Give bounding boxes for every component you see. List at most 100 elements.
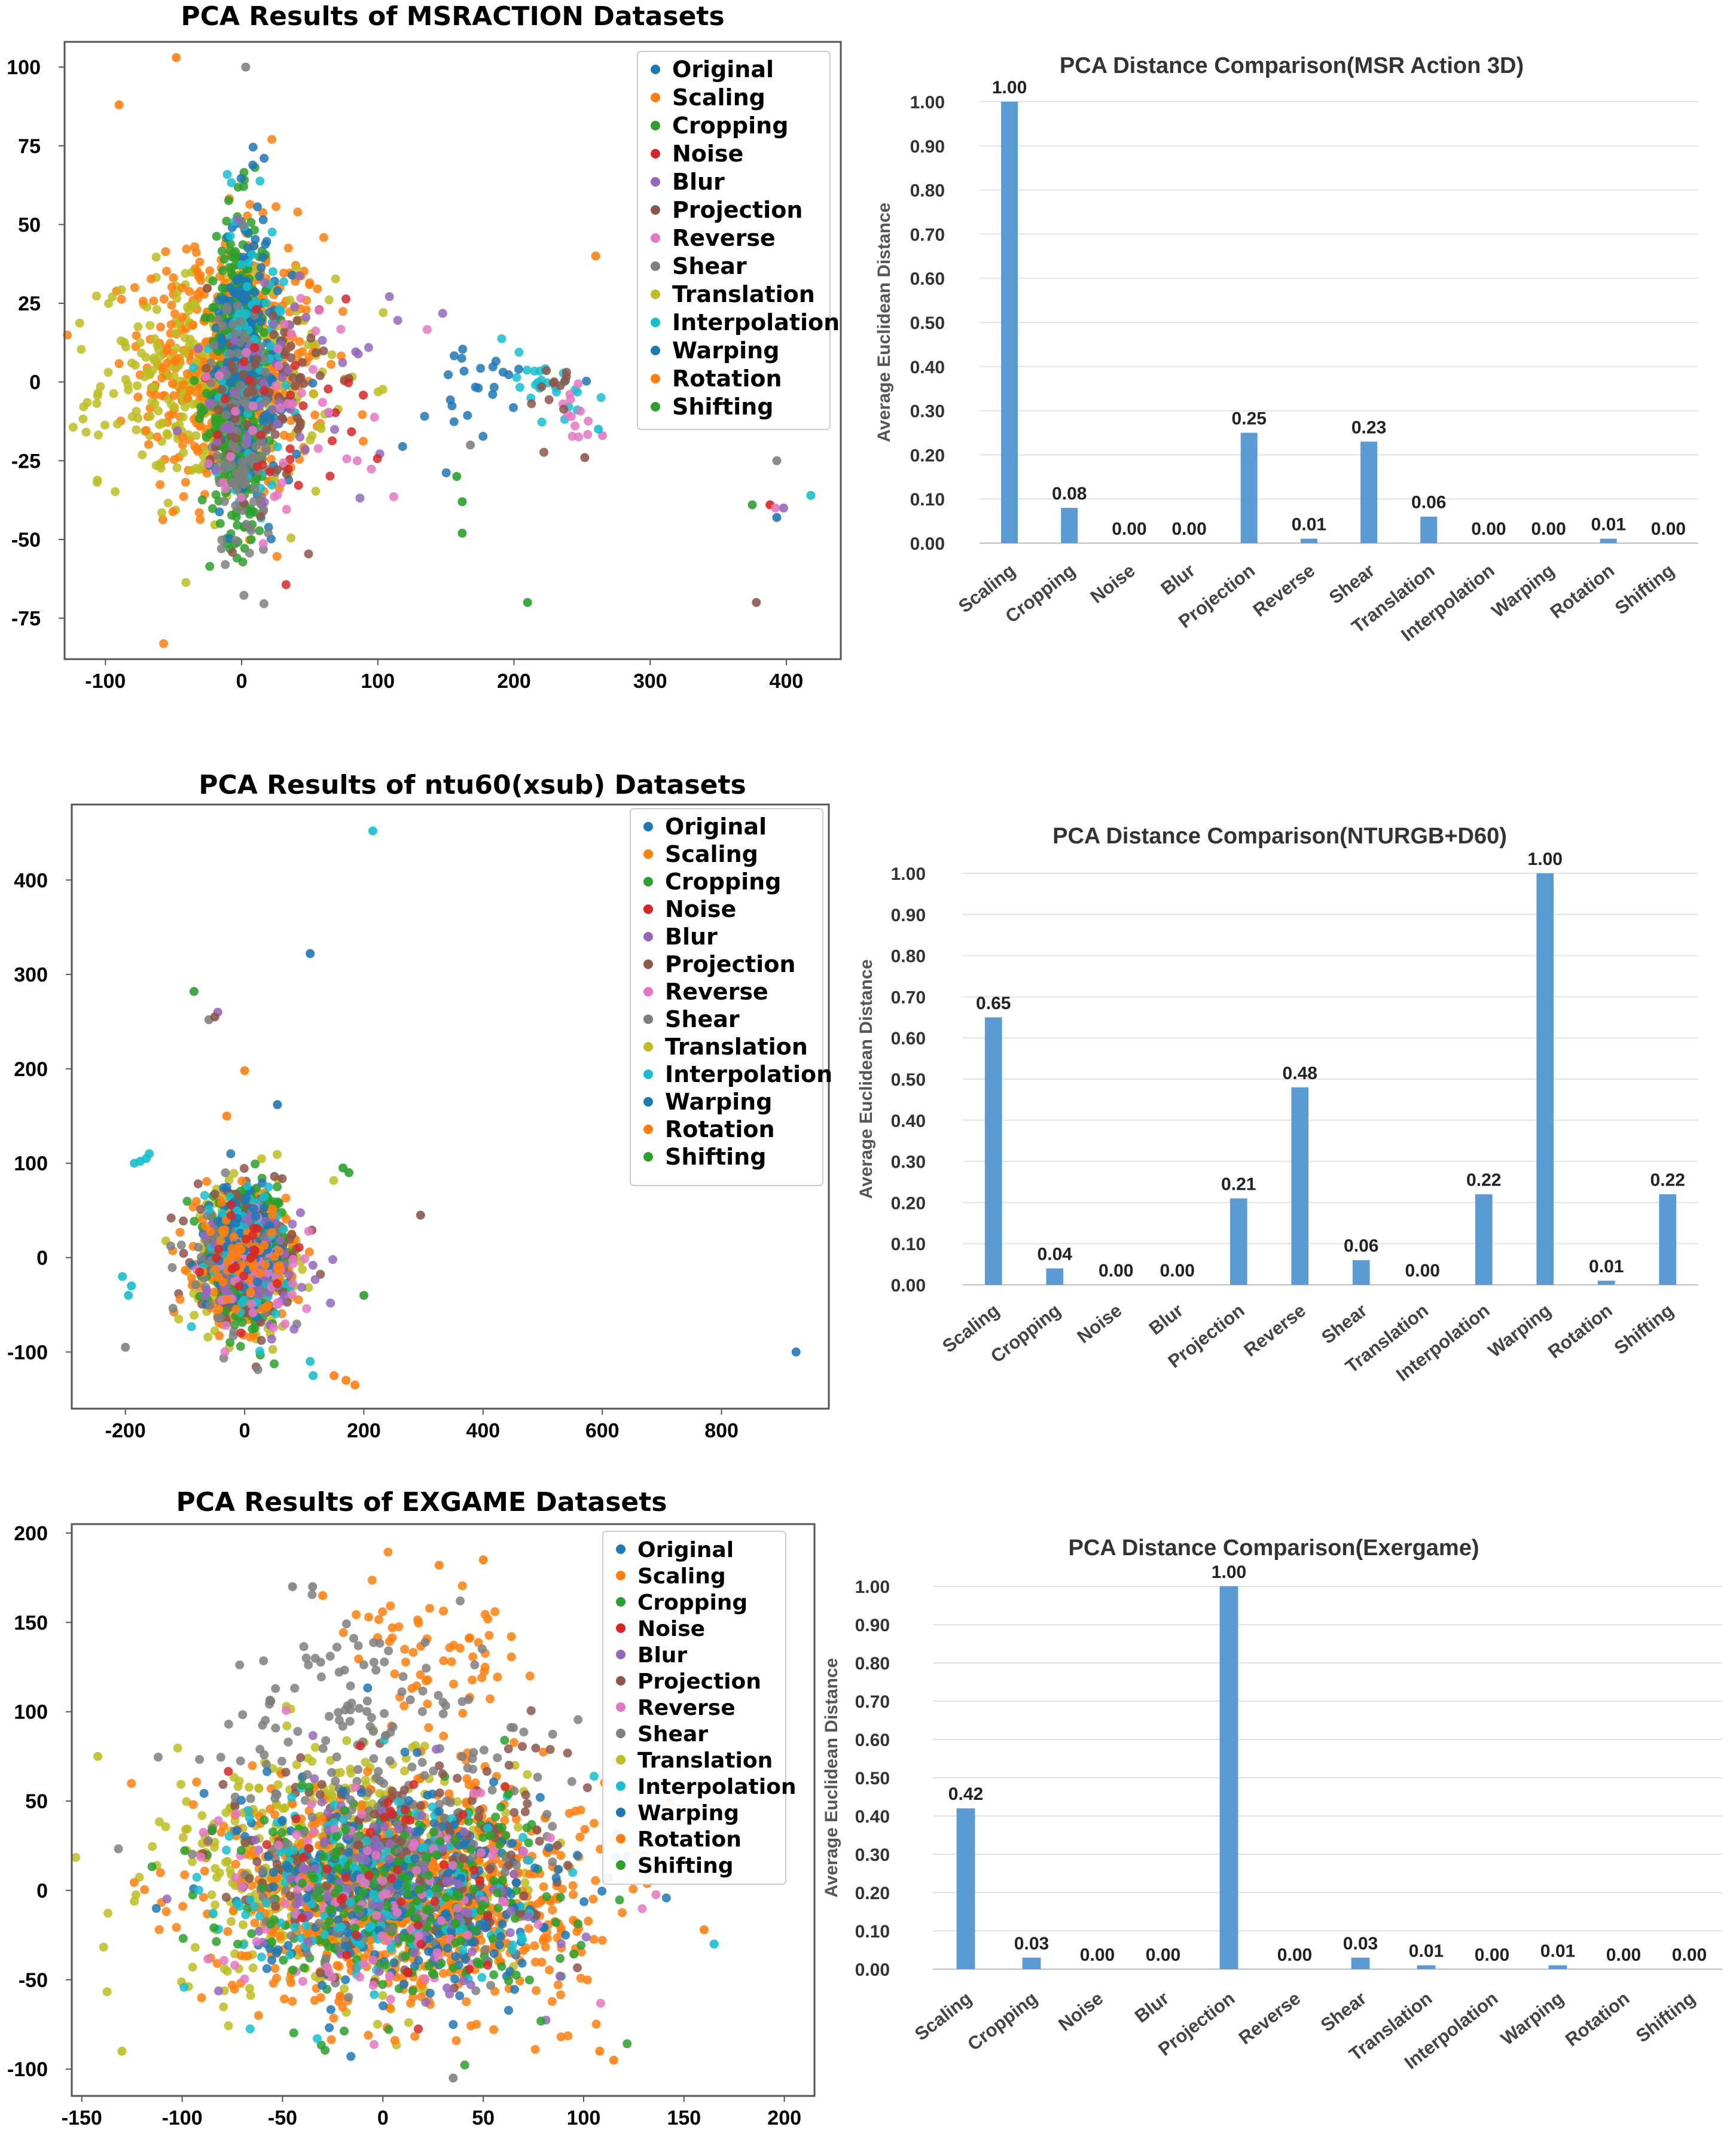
point-scaling <box>191 1197 201 1206</box>
point-rotation <box>141 426 151 435</box>
point-noise <box>344 378 353 388</box>
legend-marker-blur <box>643 932 653 941</box>
point-projection <box>319 346 328 356</box>
point-rotation <box>178 312 187 322</box>
point-rotation <box>183 393 193 403</box>
point-translation <box>200 446 209 455</box>
y-tick-label: -100 <box>7 1341 48 1364</box>
point-shifting <box>189 987 199 996</box>
point-shifting <box>246 535 256 544</box>
point-shear <box>239 590 249 600</box>
point-scaling <box>175 1227 185 1237</box>
point-shifting <box>251 1159 260 1169</box>
point-rotation <box>167 282 176 292</box>
point-scaling <box>358 410 367 419</box>
point-translation <box>215 1868 224 1878</box>
point-reverse <box>274 361 283 370</box>
point-projection <box>542 366 551 376</box>
point-reverse <box>336 324 346 334</box>
point-translation <box>155 461 165 470</box>
point-translation <box>520 1878 530 1887</box>
legend-label-reverse: Reverse <box>672 225 776 251</box>
point-blur <box>229 387 239 397</box>
point-cropping <box>211 415 221 425</box>
point-scaling <box>132 331 141 340</box>
point-shear <box>241 62 251 72</box>
point-translation <box>142 367 152 376</box>
point-shear <box>205 1300 215 1310</box>
point-translation <box>68 422 78 432</box>
point-warping <box>227 378 236 388</box>
point-translation <box>100 421 109 430</box>
point-original <box>478 432 488 441</box>
point-reverse <box>324 407 333 417</box>
point-rotation <box>168 507 178 516</box>
point-original <box>253 202 262 212</box>
legend-label-projection: Projection <box>672 197 803 223</box>
point-translation <box>151 252 161 262</box>
point-projection <box>304 549 313 559</box>
point-blur <box>225 424 234 434</box>
point-projection <box>166 1213 176 1223</box>
x-tick-label: 200 <box>347 1419 381 1442</box>
scatter-panel-1: PCA Results of MSRACTION Datasets-100 0 10… <box>7 1 842 693</box>
point-reverse <box>342 454 352 464</box>
y-tick-label: 200 <box>14 1058 48 1081</box>
point-interpolation <box>279 1224 288 1234</box>
legend-label-blur: Blur <box>665 924 718 950</box>
scatter-title: PCA Results of MSRACTION Datasets <box>181 1 724 32</box>
point-projection <box>295 421 305 431</box>
point-cropping <box>205 562 215 571</box>
point-scaling <box>358 437 368 446</box>
point-projection <box>217 385 227 394</box>
point-projection <box>280 348 290 357</box>
point-translation <box>185 334 195 344</box>
point-interpolation <box>594 425 603 434</box>
point-translation <box>99 1942 108 1952</box>
point-cropping <box>211 490 221 499</box>
legend-marker-reverse <box>643 987 653 997</box>
point-rotation <box>195 257 205 267</box>
point-shear <box>231 536 241 546</box>
point-blur <box>308 1260 318 1270</box>
scatter-panel-2: PCA Results of ntu60(xsub) Datasets-200 0… <box>7 770 832 1442</box>
point-translation <box>78 415 88 423</box>
point-interpolation <box>276 307 285 316</box>
point-noise <box>245 376 254 385</box>
point-noise <box>221 394 230 404</box>
point-translation <box>273 1150 282 1159</box>
point-projection <box>580 453 590 462</box>
point-rotation <box>191 248 201 257</box>
legend-marker-reverse <box>651 233 660 243</box>
point-blur <box>438 309 447 318</box>
point-blur <box>318 336 327 345</box>
point-projection <box>202 364 211 373</box>
point-projection <box>231 434 240 443</box>
point-original <box>772 513 782 522</box>
point-translation <box>171 328 181 338</box>
point-shear <box>217 535 227 545</box>
point-reverse <box>288 1279 297 1288</box>
point-blur <box>173 426 182 435</box>
point-shear <box>772 456 782 465</box>
point-shear <box>228 477 237 487</box>
point-interpolation <box>273 442 282 452</box>
point-noise <box>272 1279 282 1288</box>
point-scaling <box>154 1925 164 1934</box>
point-projection <box>228 547 237 557</box>
point-blur <box>330 425 339 434</box>
point-shifting <box>208 276 218 286</box>
point-rotation <box>217 1198 226 1207</box>
point-rotation <box>167 379 177 388</box>
legend-marker-translation <box>643 1042 653 1052</box>
point-projection <box>179 1248 188 1258</box>
point-reverse <box>276 403 285 413</box>
point-scaling <box>149 296 158 306</box>
point-projection <box>214 405 223 415</box>
point-interpolation <box>225 231 235 241</box>
point-shear <box>228 1331 238 1340</box>
point-rotation <box>206 1227 215 1236</box>
legend-label-noise: Noise <box>665 896 736 922</box>
point-interpolation <box>118 1272 127 1281</box>
point-warping <box>250 287 260 297</box>
